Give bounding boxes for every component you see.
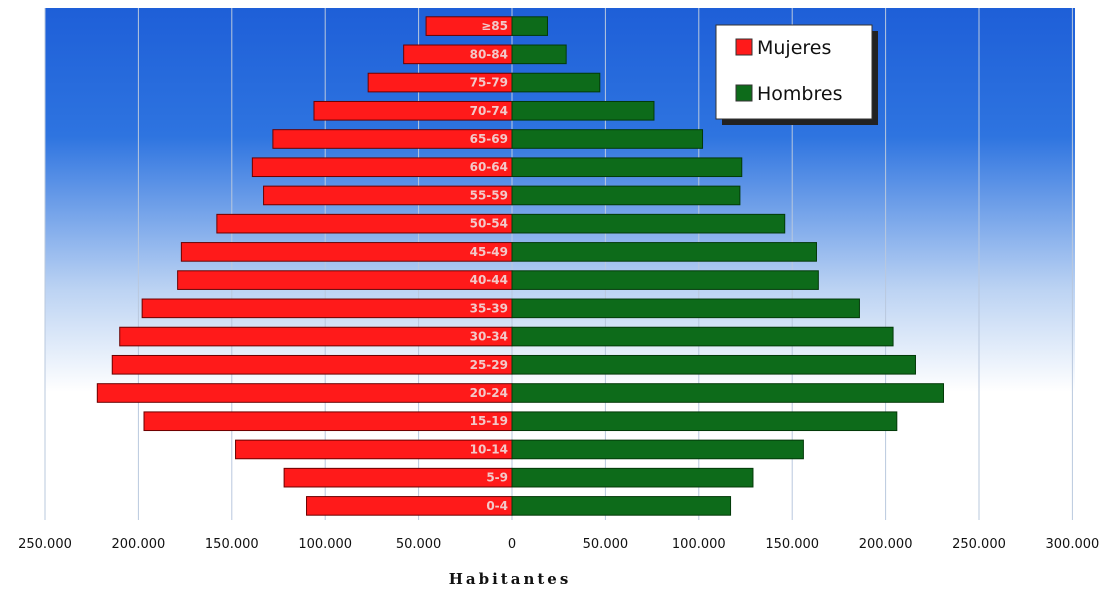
bar-mujeres [177, 270, 513, 290]
age-group-label: 5-9 [486, 471, 508, 485]
bar-hombres [511, 439, 804, 460]
bar-mujeres [96, 383, 513, 403]
bar-hombres [511, 383, 945, 403]
x-tick-label: 100.000 [298, 537, 352, 552]
age-group-label: 40-44 [470, 273, 508, 287]
bar-hombres [511, 44, 567, 65]
bars-layer [96, 16, 945, 516]
bar-mujeres [143, 411, 513, 432]
x-tick-label: 0 [508, 537, 516, 552]
bar-hombres [511, 298, 860, 319]
bar-mujeres [306, 496, 513, 516]
age-group-label: 75-79 [470, 76, 508, 90]
age-group-label: 25-29 [470, 358, 508, 372]
age-group-label: 50-54 [470, 217, 508, 231]
legend-swatch-hombres [735, 84, 753, 102]
x-tick-label: 200.000 [859, 537, 913, 552]
age-group-label: 20-24 [470, 386, 508, 400]
x-axis-title: Habitantes [449, 570, 572, 588]
bar-hombres [511, 72, 601, 93]
age-group-label: 60-64 [470, 160, 508, 174]
age-group-label: 45-49 [470, 245, 508, 259]
bar-mujeres [111, 354, 513, 375]
x-tick-label: 50.000 [396, 537, 442, 552]
bar-hombres [511, 100, 655, 121]
x-tick-label: 250.000 [18, 537, 72, 552]
bar-hombres [511, 467, 754, 488]
bar-hombres [511, 411, 898, 432]
x-tick-label: 200.000 [112, 537, 166, 552]
x-tick-label: 100.000 [672, 537, 726, 552]
x-tick-labels: 250.000 200.000 150.000 100.000 50.000 0 50.00… [18, 537, 1099, 552]
bar-hombres [511, 354, 916, 375]
bar-hombres [511, 16, 548, 36]
age-group-label: 70-74 [470, 104, 508, 118]
bar-mujeres [141, 298, 513, 319]
age-group-label: 0-4 [486, 499, 508, 513]
age-group-label: 15-19 [470, 414, 508, 428]
bar-hombres [511, 213, 786, 234]
bar-hombres [511, 129, 704, 149]
plot-area [45, 8, 1075, 520]
legend: Mujeres Hombres [715, 24, 878, 125]
age-group-label: 80-84 [470, 47, 508, 61]
bar-hombres [511, 157, 743, 178]
x-tick-label: 150.000 [765, 537, 819, 552]
age-group-label: 35-39 [470, 301, 508, 315]
legend-label-mujeres: Mujeres [757, 37, 831, 59]
bar-hombres [511, 326, 894, 347]
bar-hombres [511, 270, 819, 290]
x-tick-label: 150.000 [205, 537, 259, 552]
legend-swatch-mujeres [735, 38, 753, 56]
bar-mujeres [283, 467, 513, 488]
x-tick-label: 300.000 [1046, 537, 1100, 552]
age-group-label: 65-69 [470, 132, 508, 146]
age-group-label: 55-59 [470, 188, 508, 202]
bar-mujeres [180, 242, 513, 262]
x-tick-label: 50.000 [583, 537, 629, 552]
bar-hombres [511, 185, 741, 206]
age-group-label: 10-14 [470, 442, 508, 456]
bar-mujeres [119, 326, 513, 347]
bar-hombres [511, 496, 732, 516]
x-tick-label: 250.000 [952, 537, 1006, 552]
age-group-label: ≥85 [481, 19, 508, 33]
legend-label-hombres: Hombres [757, 83, 842, 105]
age-labels-layer: 0-4 5-9 10-14 15-19 20-24 25-29 30-34 35-39 40-4… [470, 19, 508, 513]
bar-mujeres [216, 213, 513, 234]
bar-hombres [511, 242, 817, 262]
age-group-label: 30-34 [470, 330, 508, 344]
